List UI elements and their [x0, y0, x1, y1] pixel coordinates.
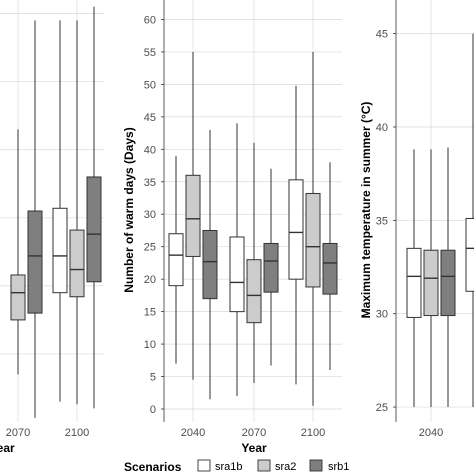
box-rect: [305, 192, 321, 288]
middle-x-tick-2100: 2100: [301, 427, 325, 439]
right-x-tick-labels: 2040: [419, 427, 443, 439]
right-y-tick-30: 30: [376, 309, 388, 321]
middle-box-2100-sra2: [305, 51, 321, 406]
box-rect: [406, 247, 422, 318]
box-rect: [246, 259, 262, 324]
middle-y-tick-40: 40: [144, 144, 156, 156]
right-y-tick-35: 35: [376, 215, 388, 227]
right-box-2040-sra2: [423, 149, 439, 408]
box-rect: [27, 210, 43, 314]
right-box-2040-srb1: [440, 147, 456, 408]
legend-key-srb1: [309, 459, 323, 472]
left-x-tick-2070: 2070: [6, 427, 30, 439]
left-x-axis-title: Year: [0, 441, 15, 455]
right-y-tick-25: 25: [376, 402, 388, 414]
middle-y-tick-50: 50: [144, 79, 156, 91]
middle-x-axis-title: Year: [241, 441, 267, 455]
right-boxplots: [406, 33, 474, 408]
middle-y-axis-title: Number of warm days (Days): [122, 127, 136, 292]
middle-box-2100-srb1: [322, 162, 338, 371]
left-x-tick-labels: 2070 2100: [6, 427, 89, 439]
middle-x-tick-labels: 2040 2070 2100: [181, 427, 325, 439]
middle-y-tick-10: 10: [144, 339, 156, 351]
legend-label-srb1: srb1: [328, 461, 349, 473]
left-box-2100-sra1b: [52, 20, 68, 402]
left-x-tick-2100: 2100: [65, 427, 89, 439]
middle-box-2100-sra1b: [288, 85, 304, 385]
legend-key-sra2: [257, 459, 271, 472]
middle-box-2040-sra1b: [168, 155, 184, 364]
middle-x-tick-2070: 2070: [242, 427, 266, 439]
left-box-2070-sra2: [10, 129, 26, 375]
middle-x-tick-2040: 2040: [181, 427, 205, 439]
box-rect: [69, 229, 85, 298]
middle-y-tick-35: 35: [144, 177, 156, 189]
box-rect: [52, 207, 68, 294]
right-gridlines: [396, 0, 474, 422]
middle-y-tick-55: 55: [144, 47, 156, 59]
left-boxplots: [10, 6, 102, 418]
left-panel: 2070 2100 Year: [0, 0, 104, 455]
right-x-tick-2040: 2040: [419, 427, 443, 439]
box-rect: [288, 179, 304, 280]
box-rect: [440, 249, 456, 317]
right-box-2040-next: [465, 33, 474, 408]
box-rect: [185, 174, 201, 257]
middle-y-tick-labels: 0 5 10 15 20 25 30 35 40 45 50 55 60: [144, 14, 164, 416]
middle-y-tick-5: 5: [150, 372, 156, 384]
legend-title: Scenarios: [124, 460, 182, 474]
box-rect: [465, 217, 474, 292]
box-rect: [168, 233, 184, 287]
box-rect: [322, 242, 338, 295]
legend: Scenarios sra1b sra2 srb1: [124, 459, 349, 474]
left-box-2100-srb1: [86, 6, 102, 409]
right-y-axis-title: Maximum temperature in summer (°C): [359, 102, 373, 319]
box-rect: [229, 236, 245, 313]
right-y-tick-45: 45: [376, 29, 388, 41]
middle-y-tick-15: 15: [144, 307, 156, 319]
legend-label-sra2: sra2: [275, 461, 296, 473]
middle-y-tick-45: 45: [144, 112, 156, 124]
right-y-tick-labels: 25 30 35 40 45: [376, 29, 396, 414]
right-y-tick-40: 40: [376, 122, 388, 134]
box-rect: [423, 249, 439, 317]
middle-box-2040-sra2: [185, 51, 201, 380]
middle-box-2070-sra2: [246, 142, 262, 384]
box-rect: [202, 229, 218, 300]
middle-box-2070-sra1b: [229, 123, 245, 397]
box-rect: [263, 242, 279, 293]
legend-label-sra1b: sra1b: [215, 461, 243, 473]
right-box-2040-sra1b: [406, 149, 422, 408]
legend-key-sra1b: [197, 459, 211, 472]
middle-boxplots: [168, 51, 338, 406]
left-box-2070-srb1: [27, 20, 43, 418]
middle-y-tick-30: 30: [144, 209, 156, 221]
middle-box-2040-srb1: [202, 129, 218, 400]
box-rect: [10, 274, 26, 321]
middle-y-tick-20: 20: [144, 274, 156, 286]
middle-y-tick-25: 25: [144, 242, 156, 254]
box-rect: [86, 176, 102, 283]
right-panel: 25 30 35 40 45 2040 Maximum temperature in s…: [359, 0, 474, 439]
middle-y-tick-60: 60: [144, 14, 156, 26]
middle-y-tick-0: 0: [150, 404, 156, 416]
left-box-2100-sra2: [69, 20, 85, 405]
middle-box-2070-srb1: [263, 168, 279, 366]
